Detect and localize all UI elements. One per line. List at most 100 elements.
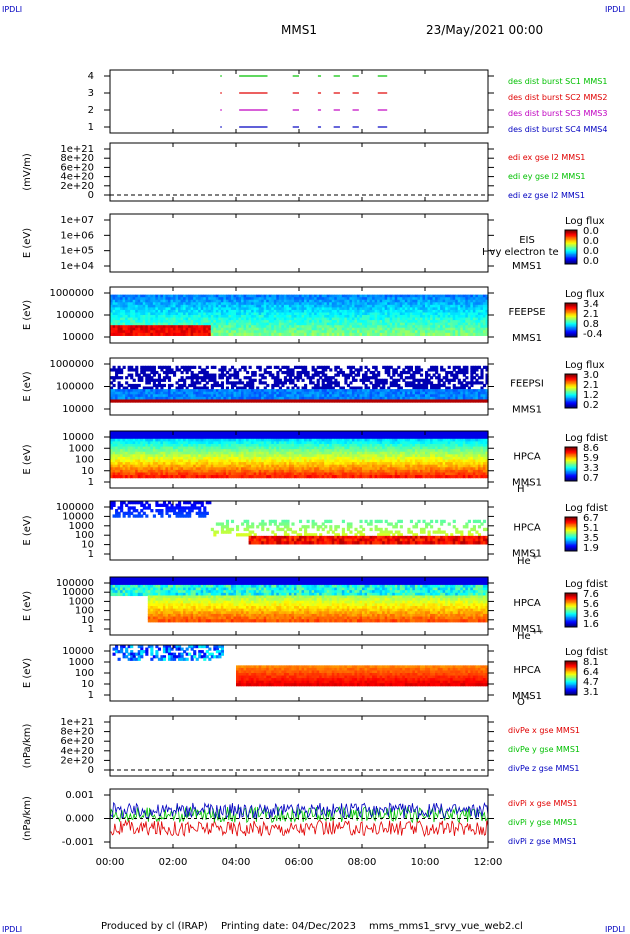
heatmap-cell <box>455 304 459 308</box>
heatmap-cell <box>165 441 169 445</box>
heatmap-cell <box>450 297 454 301</box>
heatmap-cell <box>334 368 338 372</box>
colorbar-swatch <box>565 314 577 317</box>
heatmap-cell <box>193 365 197 369</box>
heatmap-cell <box>225 394 230 398</box>
heatmap-cell <box>178 464 182 468</box>
heatmap-cell <box>150 297 154 301</box>
heatmap-cell <box>213 309 217 314</box>
heatmap-cell <box>351 317 356 321</box>
heatmap-cell <box>183 299 187 303</box>
heatmap-cell <box>460 320 464 324</box>
heatmap-cell <box>450 320 454 324</box>
heatmap-cell <box>412 322 416 326</box>
heatmap-cell <box>233 320 237 324</box>
heatmap-cell <box>203 464 207 468</box>
heatmap-cell <box>359 302 363 306</box>
heatmap-cell <box>467 386 471 390</box>
heatmap-cell <box>349 399 353 403</box>
heatmap-cell <box>183 381 187 385</box>
heatmap-cell <box>344 315 348 319</box>
heatmap-cell <box>175 454 179 458</box>
heatmap-cell <box>145 451 149 455</box>
heatmap-cell <box>243 396 247 401</box>
heatmap-cell <box>422 394 426 398</box>
heatmap-cell <box>125 307 129 311</box>
heatmap-cell <box>223 322 227 326</box>
heatmap-cell <box>213 365 217 369</box>
heatmap-cell <box>147 459 151 463</box>
heatmap-cell <box>407 312 411 316</box>
heatmap-cell <box>485 394 489 398</box>
heatmap-cell <box>188 441 192 445</box>
heatmap-cell <box>470 297 474 301</box>
heatmap-cell <box>120 451 124 455</box>
heatmap-cell <box>362 389 366 393</box>
heatmap-cell <box>230 396 235 401</box>
heatmap-cell <box>220 381 224 385</box>
heatmap-cell <box>183 456 187 461</box>
heatmap-cell <box>409 332 413 336</box>
heatmap-cell <box>377 315 381 319</box>
heatmap-cell <box>190 378 194 382</box>
heatmap-cell <box>480 327 484 331</box>
heatmap-cell <box>223 315 227 319</box>
heatmap-cell <box>392 383 396 388</box>
heatmap-cell <box>173 297 177 301</box>
heatmap-cell <box>271 332 275 336</box>
heatmap-cell <box>288 373 293 377</box>
heatmap-cell <box>392 389 396 393</box>
heatmap-cell <box>382 389 386 393</box>
heatmap-cell <box>218 304 222 308</box>
heatmap-cell <box>268 322 272 326</box>
heatmap-cell <box>110 464 114 468</box>
heatmap-cell <box>117 381 121 385</box>
heatmap-cell <box>200 389 204 393</box>
heatmap-cell <box>271 302 275 306</box>
heatmap-cell <box>319 320 323 324</box>
heatmap-cell <box>450 396 454 401</box>
heatmap-cell <box>157 307 161 311</box>
heatmap-cell <box>193 449 197 453</box>
heatmap-cell <box>356 307 361 311</box>
heatmap-cell <box>115 332 119 336</box>
heatmap-cell <box>462 294 466 298</box>
heatmap-cell <box>291 394 295 398</box>
heatmap-cell <box>470 394 474 398</box>
heatmap-cell <box>167 320 172 324</box>
heatmap-cell <box>127 299 131 303</box>
heatmap-cell <box>442 322 446 326</box>
heatmap-cell <box>117 297 121 301</box>
heatmap-cell <box>273 376 277 380</box>
colorbar-swatch <box>565 385 577 388</box>
heatmap-cell <box>387 294 391 298</box>
heatmap-cell <box>286 312 290 316</box>
heatmap-cell <box>309 317 313 321</box>
heatmap-cell <box>281 294 285 298</box>
heatmap-cell <box>203 475 207 479</box>
heatmap-cell <box>120 433 124 437</box>
heatmap-cell <box>246 307 250 311</box>
heatmap-cell <box>351 312 356 316</box>
heatmap-cell <box>157 394 161 398</box>
heatmap-cell <box>218 297 222 301</box>
heatmap-cell <box>346 325 350 329</box>
heatmap-cell <box>389 325 393 329</box>
heatmap-cell <box>162 312 167 316</box>
heatmap-cell <box>457 307 461 311</box>
heatmap-cell <box>175 304 179 308</box>
heatmap-cell <box>374 378 378 382</box>
heatmap-cell <box>324 294 328 298</box>
heatmap-cell <box>349 307 353 311</box>
heatmap-cell <box>422 327 426 331</box>
heatmap-cell <box>173 373 177 377</box>
heatmap-cell <box>407 370 411 375</box>
heatmap-cell <box>167 325 172 329</box>
heatmap-cell <box>185 294 189 298</box>
heatmap-cell <box>205 462 209 466</box>
heatmap-cell <box>140 297 144 301</box>
heatmap-cell <box>175 446 179 450</box>
heatmap-cell <box>167 309 172 314</box>
heatmap-cell <box>142 294 146 298</box>
heatmap-cell <box>271 299 275 303</box>
